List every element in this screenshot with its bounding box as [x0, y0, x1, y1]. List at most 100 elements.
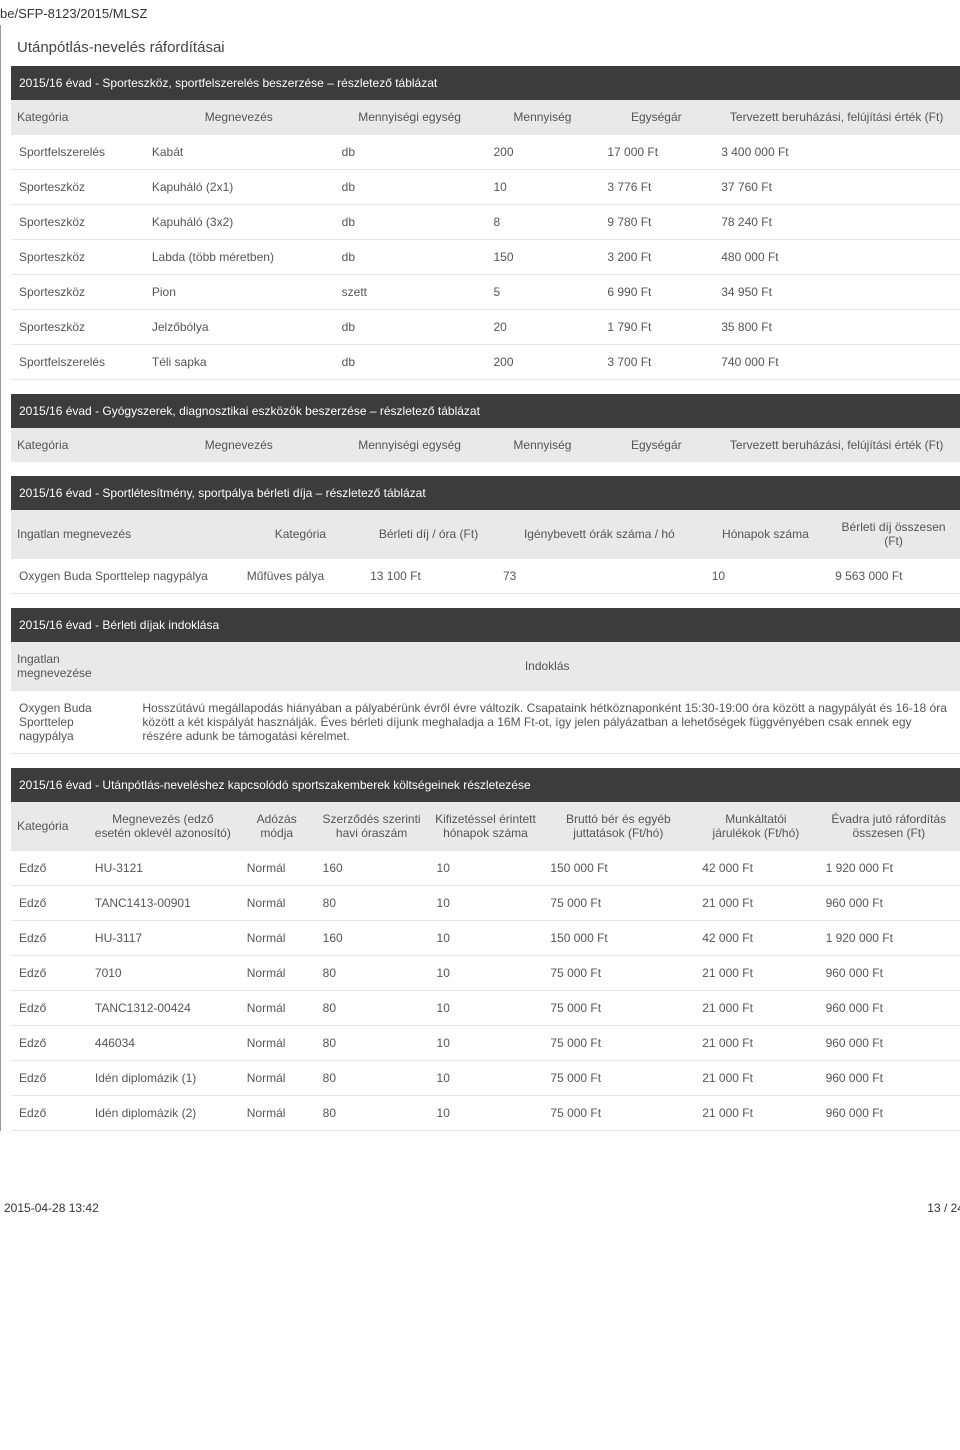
table2-title: 2015/16 évad - Gyógyszerek, diagnosztika…: [11, 394, 960, 428]
column-header: Hónapok száma: [704, 510, 827, 559]
table-cell: Sporteszköz: [11, 205, 144, 240]
table-row: SporteszközKapuháló (2x1)db103 776 Ft37 …: [11, 170, 960, 205]
column-header: Szerződés szerinti havi óraszám: [315, 802, 429, 851]
table-cell: szett: [334, 275, 486, 310]
column-header: Bruttó bér és egyéb juttatások (Ft/hó): [542, 802, 694, 851]
table-cell: 10: [429, 886, 543, 921]
table-cell: 9 780 Ft: [599, 205, 713, 240]
table-cell: 480 000 Ft: [713, 240, 960, 275]
table-cell: Normál: [239, 851, 315, 886]
table-row: SporteszközPionszett56 990 Ft34 950 Ft: [11, 275, 960, 310]
table-cell: 5: [485, 275, 599, 310]
table-cell: Idén diplomázik (1): [87, 1061, 239, 1096]
table-cell: 42 000 Ft: [694, 921, 817, 956]
column-header: Ingatlan megnevezése: [11, 642, 134, 691]
column-header: Megnevezés: [144, 428, 334, 462]
table-cell: 10: [429, 956, 543, 991]
table-cell: 960 000 Ft: [818, 1026, 960, 1061]
table-cell: 960 000 Ft: [818, 1096, 960, 1131]
table-cell: 9 563 000 Ft: [827, 559, 960, 594]
table-rent: 2015/16 évad - Sportlétesítmény, sportpá…: [11, 476, 960, 594]
table-cell: 960 000 Ft: [818, 956, 960, 991]
table-cell: Normál: [239, 886, 315, 921]
table-cell: Sporteszköz: [11, 275, 144, 310]
column-header: Bérleti díj összesen (Ft): [827, 510, 960, 559]
table-medicine: 2015/16 évad - Gyógyszerek, diagnosztika…: [11, 394, 960, 462]
table-cell: 3 700 Ft: [599, 345, 713, 380]
table-cell: Edző: [11, 1026, 87, 1061]
table-cell: 13 100 Ft: [362, 559, 495, 594]
table-cell: 21 000 Ft: [694, 1061, 817, 1096]
table-row: SporteszközKapuháló (3x2)db89 780 Ft78 2…: [11, 205, 960, 240]
table-row: EdzőTANC1413-00901Normál801075 000 Ft21 …: [11, 886, 960, 921]
column-header: Adózás módja: [239, 802, 315, 851]
table-cell: 6 990 Ft: [599, 275, 713, 310]
table-cell: 21 000 Ft: [694, 886, 817, 921]
table-cell: HU-3121: [87, 851, 239, 886]
table-cell: 21 000 Ft: [694, 956, 817, 991]
table-cell: db: [334, 310, 486, 345]
table-cell: 150: [485, 240, 599, 275]
column-header: Megnevezés (edző esetén oklevél azonosít…: [87, 802, 239, 851]
column-header: Megnevezés: [144, 100, 334, 135]
table-cell: 960 000 Ft: [818, 1061, 960, 1096]
table-cell: Normál: [239, 1026, 315, 1061]
column-header: Egységár: [599, 100, 713, 135]
column-header: Kategória: [11, 428, 144, 462]
table-cell: 446034: [87, 1026, 239, 1061]
footer: 2015-04-28 13:42 13 / 24: [0, 1201, 960, 1215]
table-cell: 160: [315, 921, 429, 956]
table-cell: Sporteszköz: [11, 240, 144, 275]
table-row: SporteszközLabda (több méretben)db1503 2…: [11, 240, 960, 275]
table-cell: 10: [429, 1026, 543, 1061]
table-cell: 78 240 Ft: [713, 205, 960, 240]
table-cell: Kabát: [144, 135, 334, 170]
table-cell: Sporteszköz: [11, 170, 144, 205]
column-header: Mennyiség: [485, 100, 599, 135]
table-cell: 10: [704, 559, 827, 594]
table-cell: 150 000 Ft: [542, 921, 694, 956]
table-cell: Edző: [11, 991, 87, 1026]
table-row: Edző7010Normál801075 000 Ft21 000 Ft960 …: [11, 956, 960, 991]
table-cell: 960 000 Ft: [818, 991, 960, 1026]
table-cell: Edző: [11, 851, 87, 886]
table-cell: 21 000 Ft: [694, 1026, 817, 1061]
column-header: Tervezett beruházási, felújítási érték (…: [713, 100, 960, 135]
column-header: Mennyiségi egység: [334, 428, 486, 462]
table-cell: 200: [485, 345, 599, 380]
column-header: Kategória: [11, 802, 87, 851]
table-cell: 35 800 Ft: [713, 310, 960, 345]
footer-page: 13 / 24: [927, 1201, 960, 1215]
table-cell: Oxygen Buda Sporttelep nagypálya: [11, 691, 134, 754]
table-cell: 10: [429, 1096, 543, 1131]
table-cell: Idén diplomázik (2): [87, 1096, 239, 1131]
table5-title: 2015/16 évad - Utánpótlás-neveléshez kap…: [11, 768, 960, 802]
table-cell: 75 000 Ft: [542, 1026, 694, 1061]
table-cell: 21 000 Ft: [694, 991, 817, 1026]
table-cell: 20: [485, 310, 599, 345]
table-rent-reason: 2015/16 évad - Bérleti díjak indoklása I…: [11, 608, 960, 754]
table-cell: 34 950 Ft: [713, 275, 960, 310]
column-header: Munkáltatói járulékok (Ft/hó): [694, 802, 817, 851]
table-cell: Normál: [239, 921, 315, 956]
table-cell: 8: [485, 205, 599, 240]
table-cell: 3 200 Ft: [599, 240, 713, 275]
table-cell: 21 000 Ft: [694, 1096, 817, 1131]
table-cell: 75 000 Ft: [542, 956, 694, 991]
table-cell: Normál: [239, 1096, 315, 1131]
table-cell: Sportfelszerelés: [11, 135, 144, 170]
table-cell: Labda (több méretben): [144, 240, 334, 275]
table-cell: 3 776 Ft: [599, 170, 713, 205]
table-cell: db: [334, 240, 486, 275]
table-cell: Műfüves pálya: [239, 559, 362, 594]
table-cell: HU-3117: [87, 921, 239, 956]
table-row: SporteszközJelzőbólyadb201 790 Ft35 800 …: [11, 310, 960, 345]
table-cell: db: [334, 135, 486, 170]
table-row: SportfelszerelésTéli sapkadb2003 700 Ft7…: [11, 345, 960, 380]
table-cell: 80: [315, 1061, 429, 1096]
table4-title: 2015/16 évad - Bérleti díjak indoklása: [11, 608, 960, 642]
table-row: Oxygen Buda Sporttelep nagypályaHosszútá…: [11, 691, 960, 754]
table-cell: Pion: [144, 275, 334, 310]
table-row: EdzőIdén diplomázik (2)Normál801075 000 …: [11, 1096, 960, 1131]
table-cell: 3 400 000 Ft: [713, 135, 960, 170]
